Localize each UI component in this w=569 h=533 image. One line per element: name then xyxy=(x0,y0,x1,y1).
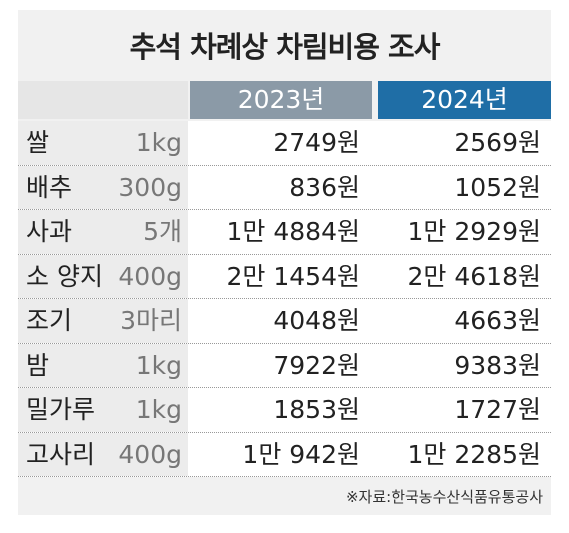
item-unit: 1kg xyxy=(135,128,182,157)
item-unit: 400g xyxy=(118,261,182,291)
table-panel: 추석 차례상 차림비용 조사 2023년 2024년 쌀 1kg 2749원 2569… xyxy=(18,10,551,515)
item-cell: 밀가루 1kg xyxy=(18,388,188,432)
item-unit: 400g xyxy=(118,439,182,469)
item-cell: 조기 3마리 xyxy=(18,299,188,343)
item-cell: 쌀 1kg xyxy=(18,121,188,165)
price-2024: 4663원 xyxy=(454,306,541,335)
price-2023: 4048원 xyxy=(273,306,360,335)
price-2024: 1만 2285원 xyxy=(407,439,541,469)
table-row: 밤 1kg 7922원 9383원 xyxy=(18,343,551,388)
item-cell: 배추 300g xyxy=(18,165,188,209)
item-cell: 고사리 400g xyxy=(18,432,188,476)
price-2023: 7922원 xyxy=(273,350,360,380)
item-unit: 5개 xyxy=(143,217,182,246)
table-row: 소 양지 400g 2만 1454원 2만 4618원 xyxy=(18,254,551,299)
header-2024: 2024년 xyxy=(378,81,551,119)
price-2024: 2569원 xyxy=(454,128,541,157)
table-row: 밀가루 1kg 1853원 1727원 xyxy=(18,388,551,433)
price-2023: 1만 942원 xyxy=(242,439,360,469)
table-row: 조기 3마리 4048원 4663원 xyxy=(18,299,551,344)
item-unit: 300g xyxy=(118,172,182,202)
price-2023: 1만 4884원 xyxy=(226,217,360,246)
price-2024: 1만 2929원 xyxy=(407,217,541,246)
price-2024: 1727원 xyxy=(454,395,541,424)
item-name: 쌀 xyxy=(26,128,50,157)
item-name: 밀가루 xyxy=(26,395,96,424)
price-2024: 1052원 xyxy=(454,172,541,202)
price-2024: 2만 4618원 xyxy=(407,261,541,291)
table-row: 고사리 400g 1만 942원 1만 2285원 xyxy=(18,432,551,477)
table-row: 쌀 1kg 2749원 2569원 xyxy=(18,121,551,166)
item-cell: 밤 1kg xyxy=(18,343,188,387)
item-unit: 1kg xyxy=(135,395,182,424)
item-name: 사과 xyxy=(26,217,73,246)
price-2023: 836원 xyxy=(289,172,360,202)
table-row: 사과 5개 1만 4884원 1만 2929원 xyxy=(18,210,551,255)
item-cell: 사과 5개 xyxy=(18,210,188,254)
table-row: 배추 300g 836원 1052원 xyxy=(18,165,551,210)
title: 추석 차례상 차림비용 조사 xyxy=(129,30,441,64)
item-unit: 3마리 xyxy=(120,306,182,335)
item-name: 소 양지 xyxy=(26,261,103,291)
header-blank xyxy=(18,81,188,119)
item-unit: 1kg xyxy=(135,350,182,380)
price-2023: 2749원 xyxy=(273,128,360,157)
item-name: 조기 xyxy=(26,306,73,335)
item-name: 배추 xyxy=(26,172,73,202)
price-2024: 9383원 xyxy=(454,350,541,380)
item-name: 고사리 xyxy=(26,439,96,469)
price-2023: 2만 1454원 xyxy=(226,261,360,291)
item-cell: 소 양지 400g xyxy=(18,254,188,298)
header-2023: 2023년 xyxy=(190,81,372,119)
price-2023: 1853원 xyxy=(273,395,360,424)
item-name: 밤 xyxy=(26,350,50,380)
source: ※자료:한국농수산식품유통공사 xyxy=(345,488,543,506)
